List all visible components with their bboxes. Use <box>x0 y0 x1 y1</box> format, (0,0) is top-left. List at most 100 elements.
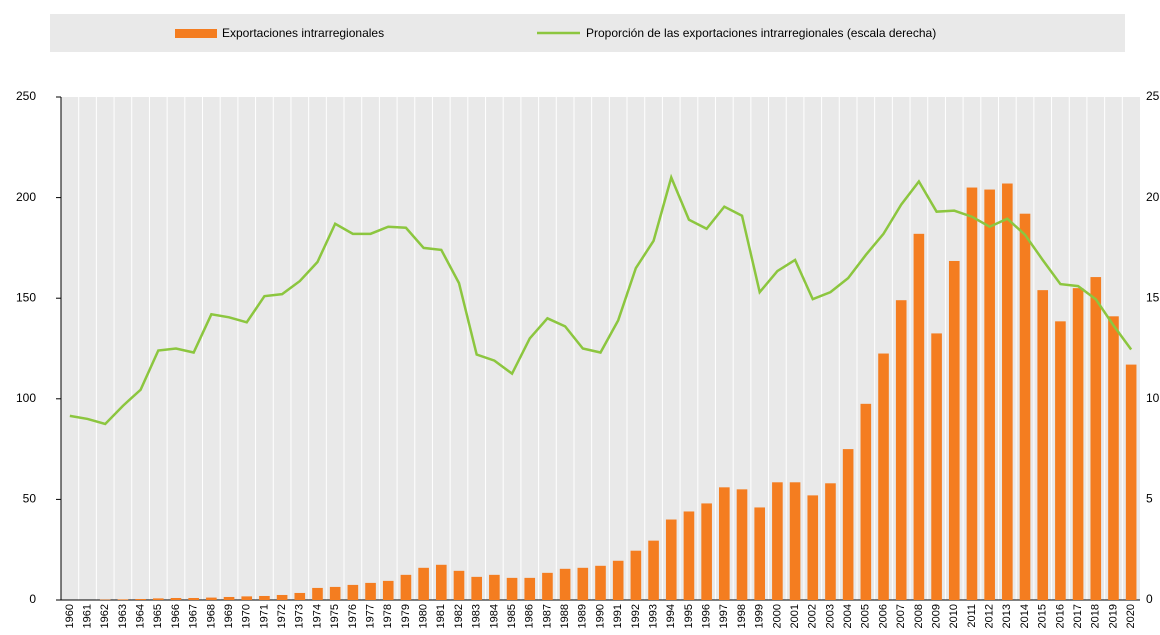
x-tick-label: 1988 <box>559 604 571 628</box>
bar <box>117 599 129 600</box>
plot-background <box>61 97 1140 600</box>
bar <box>471 576 482 600</box>
bar <box>807 495 819 600</box>
x-tick-label: 1993 <box>647 604 659 628</box>
bar <box>1072 288 1084 600</box>
bar <box>365 582 376 600</box>
x-tick-label: 2005 <box>860 604 872 628</box>
x-tick-label: 1997 <box>718 604 730 628</box>
y2-tick-label: 25 <box>1146 89 1160 103</box>
bar <box>966 187 978 601</box>
bar <box>860 403 872 600</box>
bar <box>453 570 465 600</box>
x-tick-label: 1996 <box>701 604 713 628</box>
line <box>69 173 1133 426</box>
bar <box>948 260 960 600</box>
bar <box>418 567 429 600</box>
x-tick-label: 2000 <box>771 604 783 628</box>
x-tick-label: 1975 <box>329 604 341 628</box>
bar <box>630 550 642 600</box>
y2-tick-label: 0 <box>1146 592 1153 606</box>
x-tick-label: 1969 <box>223 604 235 628</box>
bar <box>559 568 571 600</box>
bar <box>1090 277 1102 600</box>
bar <box>1037 290 1049 600</box>
bar <box>400 574 412 600</box>
bar <box>895 300 907 600</box>
x-tick-label: 1994 <box>665 604 677 628</box>
x-tick-label: 1983 <box>471 604 483 628</box>
x-tick-label: 1967 <box>188 604 200 628</box>
bar <box>135 598 146 600</box>
legend-swatch <box>175 29 217 38</box>
bar <box>1055 321 1066 600</box>
x-tick-label: 1964 <box>135 604 147 628</box>
y-tick-label: 50 <box>23 492 37 506</box>
x-tick-label: 1970 <box>241 604 253 628</box>
x-tick-label: 2007 <box>895 604 907 628</box>
y-tick-label: 100 <box>16 391 36 405</box>
x-tick-label: 1989 <box>577 604 589 628</box>
x-tick-label: 2003 <box>824 604 836 628</box>
bar <box>435 564 447 600</box>
bar <box>329 586 341 600</box>
bar <box>878 353 889 600</box>
bar <box>772 482 783 600</box>
x-tick-label: 1973 <box>294 604 306 628</box>
x-tick-label: 1972 <box>276 604 288 628</box>
x-tick-label: 2017 <box>1072 604 1084 628</box>
x-tick-label: 1965 <box>152 604 164 628</box>
bar <box>294 592 306 600</box>
x-tick-label: 1984 <box>488 604 500 628</box>
x-tick-label: 1960 <box>64 604 76 628</box>
x-tick-label: 2018 <box>1090 604 1102 628</box>
x-tick-label: 1991 <box>612 604 624 628</box>
legend-label: Proporción de las exportaciones intrarre… <box>586 26 936 40</box>
x-tick-label: 2012 <box>984 604 996 628</box>
legend-label: Exportaciones intrarregionales <box>222 26 384 40</box>
x-tick-label: 1968 <box>205 604 217 628</box>
x-tick-label: 1990 <box>594 604 606 628</box>
x-tick-label: 1977 <box>364 604 376 628</box>
x-tick-label: 2002 <box>807 604 819 628</box>
x-tick-label: 1976 <box>347 604 359 628</box>
x-tick-label: 1974 <box>311 604 323 628</box>
x-tick-label: 1978 <box>382 604 394 628</box>
x-tick-label: 1962 <box>99 604 111 628</box>
x-tick-label: 1995 <box>683 604 695 628</box>
bar <box>719 487 730 600</box>
x-tick-label: 2016 <box>1054 604 1066 628</box>
bar <box>170 597 182 600</box>
bar <box>595 565 606 600</box>
y-tick-label: 200 <box>16 190 36 204</box>
x-tick-label: 1986 <box>524 604 536 628</box>
x-tick-label: 2009 <box>930 604 942 628</box>
bar <box>506 577 518 600</box>
bar <box>259 595 270 600</box>
bar <box>984 189 995 600</box>
x-tick-label: 1982 <box>453 604 465 628</box>
x-tick-label: 1971 <box>258 604 270 628</box>
x-tick-label: 1985 <box>506 604 518 628</box>
x-tick-label: 2001 <box>789 604 801 628</box>
x-tick-label: 2011 <box>966 604 978 628</box>
bar <box>789 482 801 600</box>
bar <box>489 574 500 600</box>
bar <box>683 511 695 600</box>
bar <box>665 519 677 600</box>
x-tick-label: 2020 <box>1125 604 1137 628</box>
x-tick-label: 1992 <box>630 604 642 628</box>
bar <box>312 587 323 600</box>
y-tick-label: 0 <box>29 592 36 606</box>
y-tick-label: 250 <box>16 89 36 103</box>
x-tick-label: 1963 <box>117 604 129 628</box>
bar <box>542 572 553 600</box>
x-tick-label: 1980 <box>418 604 430 628</box>
bar <box>1019 213 1031 601</box>
bar <box>825 483 836 600</box>
bar <box>913 233 925 601</box>
bar <box>577 567 589 600</box>
bar <box>842 449 854 600</box>
bar <box>188 597 199 600</box>
x-tick-label: 2014 <box>1019 604 1031 628</box>
